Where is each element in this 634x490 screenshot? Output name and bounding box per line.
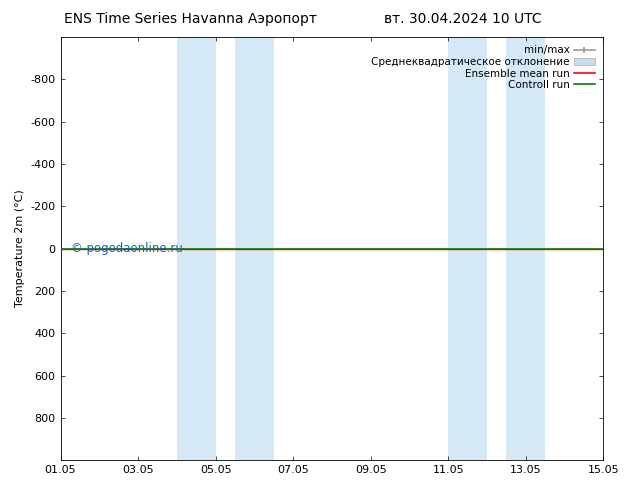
Y-axis label: Temperature 2m (°C): Temperature 2m (°C)	[15, 190, 25, 307]
Text: вт. 30.04.2024 10 UTC: вт. 30.04.2024 10 UTC	[384, 12, 541, 26]
Text: © pogodaonline.ru: © pogodaonline.ru	[72, 242, 183, 255]
Bar	[507, 37, 545, 460]
Bar	[177, 37, 216, 460]
Legend: min/max, Среднеквадратическое отклонение, Ensemble mean run, Controll run: min/max, Среднеквадратическое отклонение…	[368, 42, 598, 93]
Bar	[448, 37, 487, 460]
Text: ENS Time Series Havanna Аэропорт: ENS Time Series Havanna Аэропорт	[64, 12, 316, 26]
Bar	[235, 37, 274, 460]
